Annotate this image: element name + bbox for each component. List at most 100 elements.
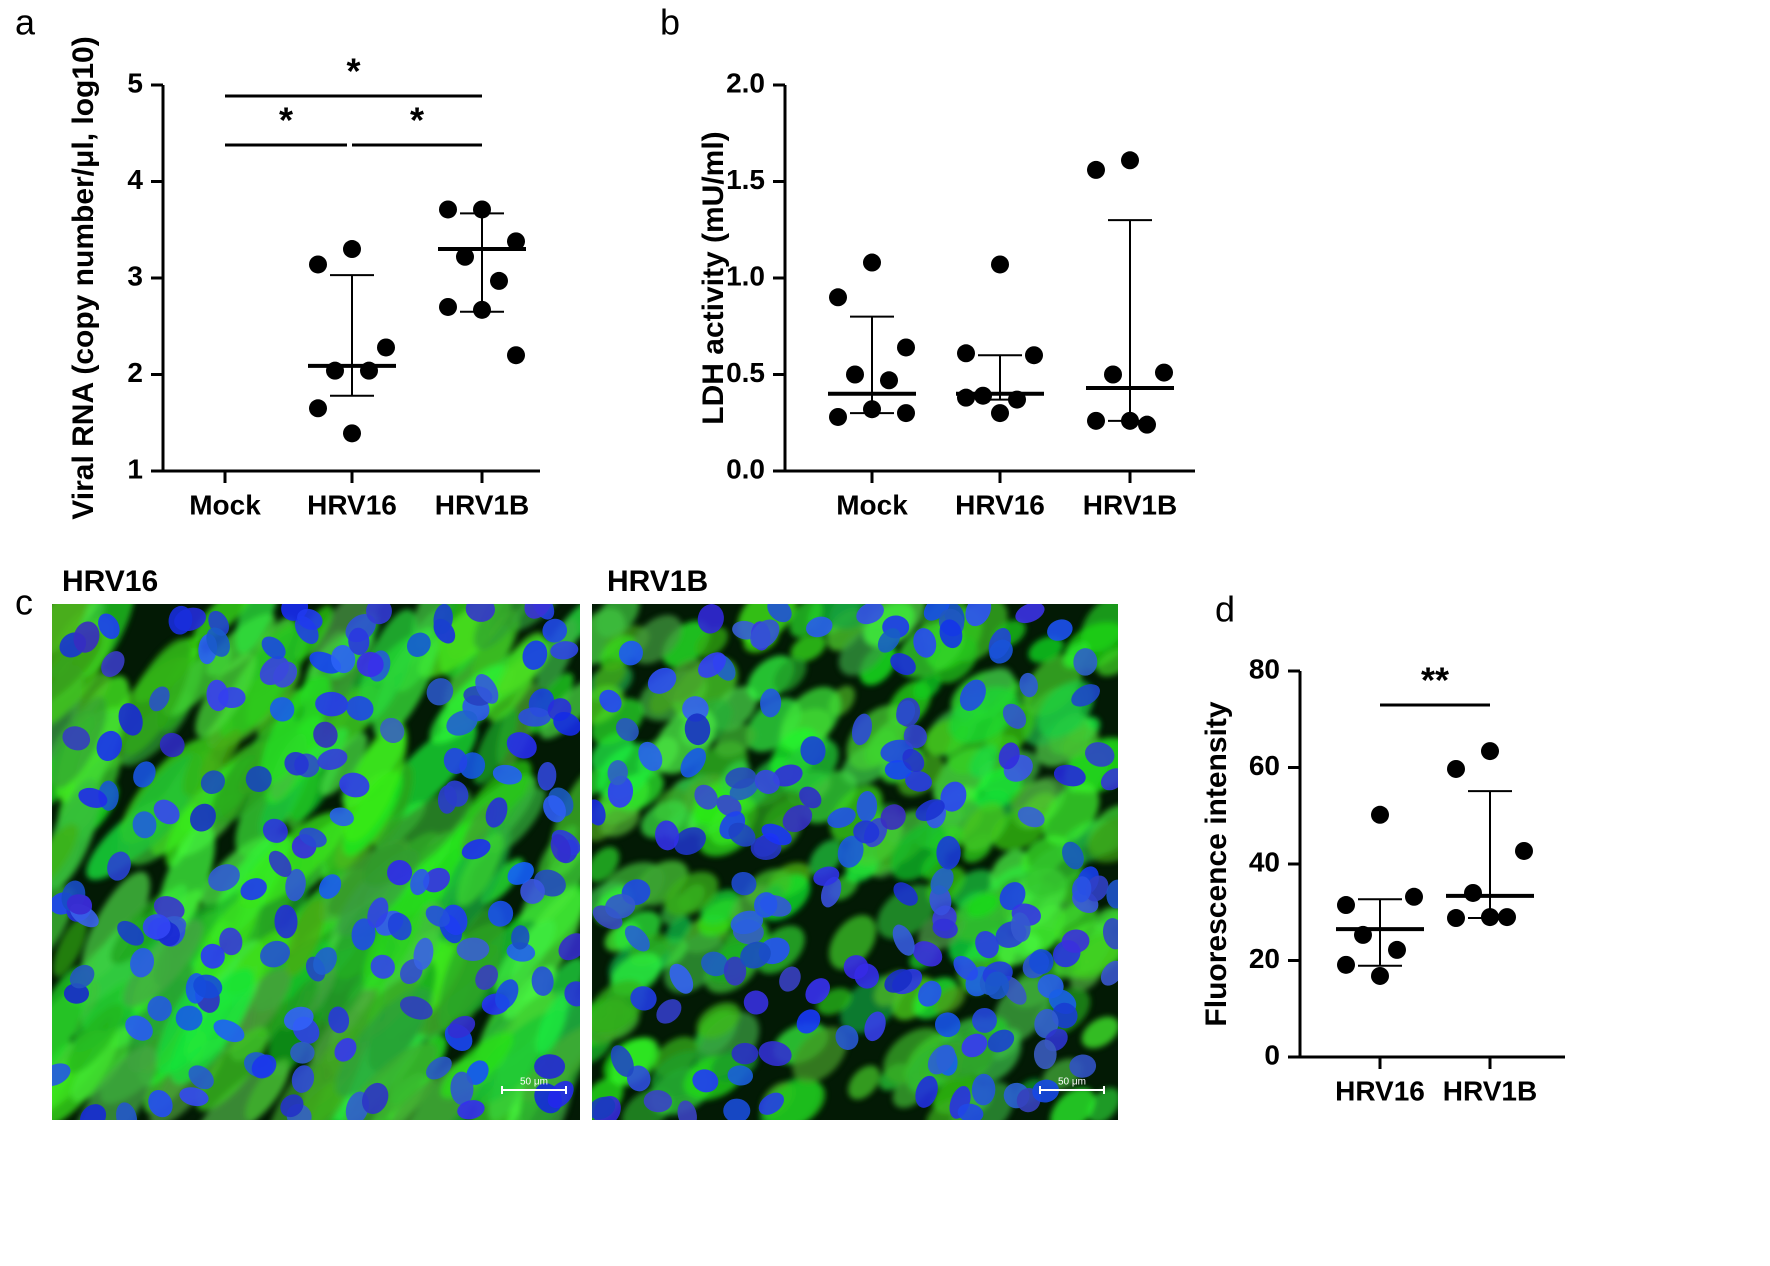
nucleus	[998, 742, 1020, 770]
x-tick-label: HRV1B	[1443, 1075, 1537, 1106]
nucleus	[149, 686, 170, 712]
data-point	[1371, 805, 1389, 824]
nucleus	[475, 673, 499, 704]
nucleus	[200, 770, 225, 795]
data-point	[991, 255, 1009, 274]
nucleus	[433, 604, 453, 635]
nucleus	[1062, 841, 1084, 870]
cell-body	[81, 871, 150, 981]
cell-body	[1028, 636, 1064, 663]
data-point	[507, 346, 525, 365]
data-point	[1515, 841, 1533, 860]
cell-body	[52, 604, 91, 678]
cell-body	[52, 823, 79, 892]
nucleus	[953, 955, 978, 981]
nucleus	[630, 986, 657, 1011]
nucleus	[913, 628, 937, 658]
cell-body	[696, 1002, 741, 1039]
data-point	[1371, 966, 1389, 985]
cell-body	[934, 986, 966, 1014]
cell-body	[536, 994, 568, 1055]
nucleus	[905, 770, 933, 792]
nucleus	[485, 797, 508, 828]
y-axis-label: Viral RNA (copy number/μl, log10)	[67, 36, 100, 519]
nucleus	[366, 604, 392, 625]
nucleus	[677, 1100, 697, 1120]
cell-body	[663, 658, 707, 703]
nucleus	[761, 823, 792, 846]
nucleus	[939, 619, 963, 649]
nucleus	[446, 710, 478, 736]
nucleus	[367, 897, 389, 928]
nucleus	[1085, 875, 1109, 902]
data-point	[863, 253, 881, 272]
nucleus	[599, 689, 622, 713]
nucleus	[1015, 604, 1045, 624]
nucleus	[936, 835, 961, 870]
y-tick-label: 0.5	[726, 357, 765, 388]
cell-body	[162, 645, 233, 717]
nucleus	[853, 820, 880, 844]
data-point	[473, 300, 491, 319]
nucleus	[492, 764, 523, 785]
cell-body	[285, 898, 326, 976]
data-point	[1464, 883, 1482, 902]
cell-body	[1081, 1016, 1118, 1049]
cell-body	[969, 744, 999, 779]
nucleus	[410, 868, 430, 896]
nucleus	[730, 910, 764, 935]
nucleus	[260, 940, 291, 968]
nucleus	[52, 1063, 71, 1087]
nucleus	[731, 1042, 759, 1065]
nucleus	[1053, 764, 1086, 787]
data-point	[1087, 411, 1105, 430]
cell-body	[773, 656, 807, 692]
y-tick-label: 2	[127, 357, 143, 388]
nucleus	[915, 799, 945, 821]
nucleus	[827, 807, 856, 829]
nucleus	[96, 730, 123, 762]
nucleus	[1029, 949, 1054, 975]
significance-label: *	[346, 51, 360, 92]
nucleus	[856, 791, 878, 823]
nucleus	[698, 652, 726, 678]
nucleus	[273, 661, 298, 688]
nucleus	[754, 892, 778, 918]
nucleus	[507, 862, 534, 885]
x-tick-label: HRV16	[955, 489, 1045, 520]
nucleus	[189, 803, 216, 832]
y-axis-label: Fluorescence intensity	[1200, 701, 1233, 1026]
nucleus	[1102, 918, 1118, 950]
nucleus	[892, 924, 915, 956]
cell-body	[664, 871, 719, 917]
nucleus	[813, 866, 840, 886]
data-point	[490, 271, 508, 290]
nucleus	[1033, 1039, 1057, 1070]
nucleus	[767, 604, 792, 623]
nucleus	[972, 1007, 997, 1033]
data-point	[829, 407, 847, 426]
nucleus	[760, 688, 782, 718]
cell-body	[196, 1026, 269, 1112]
nucleus	[851, 713, 873, 746]
cell-body	[363, 788, 472, 887]
data-point	[829, 288, 847, 307]
cell-body	[743, 789, 805, 846]
nucleus	[426, 1056, 452, 1080]
nucleus	[475, 964, 498, 990]
data-point	[897, 338, 915, 357]
nucleus	[117, 920, 144, 946]
nucleus	[450, 1071, 474, 1106]
nucleus	[362, 1082, 389, 1115]
cell-body	[411, 604, 457, 646]
cell-body	[235, 604, 280, 655]
nucleus	[959, 679, 986, 711]
nucleus	[133, 761, 156, 788]
nucleus	[1100, 768, 1118, 791]
nucleus	[1069, 1054, 1097, 1078]
x-tick-label: Mock	[189, 489, 261, 520]
nucleus	[147, 995, 172, 1022]
nucleus	[142, 914, 171, 940]
nucleus	[240, 878, 267, 901]
